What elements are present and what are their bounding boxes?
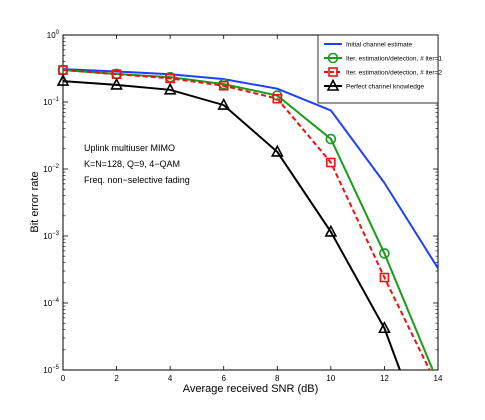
y-tick-label: 10−2 xyxy=(43,164,59,174)
legend: Initial channel estimate Iter. estimation… xyxy=(317,34,442,104)
series-4-point xyxy=(110,77,123,90)
x-tick-label: 6 xyxy=(221,374,226,383)
series-4-point xyxy=(217,97,231,110)
series-3-point xyxy=(165,73,175,84)
legend-label-3: Iter. estimation/detection, # iter=2 xyxy=(346,70,442,77)
series-3-point xyxy=(379,272,390,283)
annotation-line-1: Uplink multiuser MIMO xyxy=(84,143,175,153)
x-tick-label: 12 xyxy=(380,374,389,383)
y-tick-label: 100 xyxy=(47,30,60,40)
series-line-4 xyxy=(63,80,401,370)
annotation-line-2: K=N=128, Q=9, 4−QAM xyxy=(84,159,180,169)
y-tick-label: 10−5 xyxy=(43,365,59,375)
x-tick-label: 0 xyxy=(61,374,66,383)
legend-marker-4 xyxy=(326,78,340,91)
legend-label-4: Perfect channel knowledge xyxy=(346,84,424,91)
legend-label-1: Initial channel estimate xyxy=(346,42,413,49)
x-tick-label: 4 xyxy=(168,374,173,383)
series-3-point xyxy=(218,80,229,91)
series-4-point xyxy=(163,82,177,95)
series-4-point xyxy=(270,144,284,157)
series-4-point xyxy=(56,73,70,86)
series-line-1 xyxy=(63,68,438,269)
legend-marker-2 xyxy=(327,52,339,64)
series-4-point xyxy=(378,321,391,334)
x-axis-label: Average received SNR (dB) xyxy=(183,383,319,395)
annotation-line-3: Freq. non−selective fading xyxy=(84,175,190,185)
legend-label-2: Iter. estimation/detection, # iter=1 xyxy=(346,56,442,63)
x-tick-label: 10 xyxy=(326,374,335,383)
series-4-point xyxy=(324,224,338,237)
legend-box xyxy=(317,34,439,104)
y-tick-label: 10−3 xyxy=(43,231,59,241)
series-2-point xyxy=(325,133,337,145)
y-tick-label: 10−1 xyxy=(43,97,59,107)
y-tick-label: 10−4 xyxy=(43,298,59,308)
series-3-point xyxy=(326,157,336,168)
series-2-point xyxy=(379,248,390,259)
legend-marker-3 xyxy=(328,67,338,77)
x-tick-label: 2 xyxy=(114,374,119,383)
x-tick-label: 8 xyxy=(275,374,280,383)
series-3-point xyxy=(272,93,283,104)
x-tick-label: 14 xyxy=(434,374,443,383)
y-axis-label: Bit error rate xyxy=(29,171,41,232)
annotation-block: Uplink multiuser MIMO K=N=128, Q=9, 4−QA… xyxy=(84,143,190,185)
series-line-2 xyxy=(63,69,434,370)
